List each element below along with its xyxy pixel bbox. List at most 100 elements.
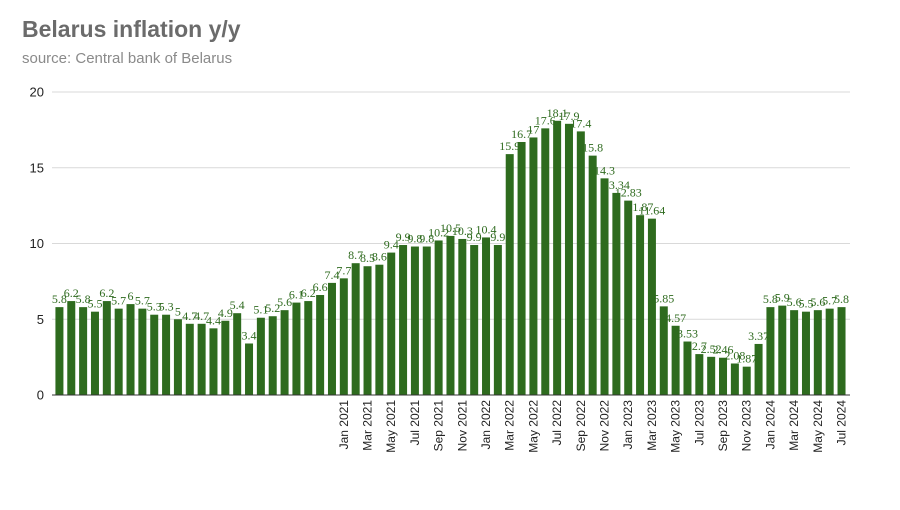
data-label: 1.87 xyxy=(736,352,757,366)
x-tick-label: Sep 2021 xyxy=(432,400,446,452)
bar xyxy=(351,263,360,395)
data-label: 3.4 xyxy=(242,328,257,342)
data-label: 15.8 xyxy=(582,141,603,155)
data-label: 14.3 xyxy=(594,163,615,177)
bar xyxy=(102,301,111,395)
x-tick-label: Jul 2024 xyxy=(835,400,849,446)
bar xyxy=(221,320,230,395)
y-tick-label: 10 xyxy=(30,236,44,251)
bar xyxy=(67,301,76,395)
data-label: 8.5 xyxy=(360,251,375,265)
bar xyxy=(399,245,408,395)
bar xyxy=(327,282,336,395)
bar xyxy=(126,304,135,395)
x-tick-label: May 2023 xyxy=(669,400,683,453)
data-label: 5.1 xyxy=(253,303,268,317)
data-label: 9.9 xyxy=(396,230,411,244)
bar xyxy=(588,155,597,395)
data-label: 5.8 xyxy=(76,292,91,306)
data-label: 9.8 xyxy=(407,232,422,246)
data-label: 5.7 xyxy=(135,294,150,308)
bar xyxy=(185,323,194,395)
data-label: 5.5 xyxy=(87,297,102,311)
bar xyxy=(79,307,88,395)
data-label: 8.6 xyxy=(372,250,387,264)
data-label: 9.9 xyxy=(467,230,482,244)
data-label: 17.6 xyxy=(535,113,556,127)
bar xyxy=(387,252,396,395)
bar xyxy=(505,154,514,395)
bar xyxy=(730,363,739,395)
bar xyxy=(173,319,182,395)
data-label: 5.7 xyxy=(111,294,126,308)
bar xyxy=(256,317,265,395)
bar xyxy=(150,314,159,395)
data-label: 5.85 xyxy=(653,291,674,305)
bar xyxy=(766,307,775,395)
data-label: 6.2 xyxy=(301,286,316,300)
bar xyxy=(564,123,573,395)
x-tick-label: Mar 2023 xyxy=(645,400,659,451)
x-tick-label: May 2022 xyxy=(526,400,540,453)
data-label: 5.3 xyxy=(159,300,174,314)
bar xyxy=(446,235,455,395)
bar xyxy=(304,301,313,395)
bar xyxy=(363,266,372,395)
data-label: 3.37 xyxy=(748,329,769,343)
bar xyxy=(529,137,538,395)
x-tick-label: Jan 2021 xyxy=(337,400,351,450)
data-label: 7.4 xyxy=(324,268,339,282)
data-label: 5.5 xyxy=(798,297,813,311)
bar xyxy=(600,178,609,395)
data-label: 5.8 xyxy=(763,292,778,306)
bar xyxy=(636,215,645,395)
data-label: 9.4 xyxy=(384,238,399,252)
bar xyxy=(90,311,99,395)
bar xyxy=(292,302,301,395)
bar xyxy=(837,307,846,395)
data-label: 5 xyxy=(175,304,181,318)
data-label: 4.9 xyxy=(218,306,233,320)
data-label: 2.08 xyxy=(724,348,745,362)
bar xyxy=(659,306,668,395)
data-label: 12.83 xyxy=(615,186,642,200)
x-tick-label: Sep 2022 xyxy=(574,400,588,452)
x-tick-label: Nov 2022 xyxy=(598,400,612,452)
data-label: 6.2 xyxy=(64,286,79,300)
data-label: 10.3 xyxy=(452,224,473,238)
bar xyxy=(624,200,633,395)
data-label: 10.4 xyxy=(476,222,497,236)
data-label: 4.57 xyxy=(665,311,686,325)
bar xyxy=(517,141,526,395)
data-label: 2.7 xyxy=(692,339,707,353)
data-label: 4.7 xyxy=(182,309,197,323)
bar xyxy=(553,120,562,395)
data-label: 9.9 xyxy=(490,230,505,244)
bar xyxy=(280,310,289,395)
x-tick-label: Mar 2024 xyxy=(787,400,801,451)
x-tick-label: May 2021 xyxy=(384,400,398,453)
bar xyxy=(647,218,656,395)
bar xyxy=(742,366,751,395)
y-tick-label: 15 xyxy=(30,160,44,175)
data-label: 8.7 xyxy=(348,248,363,262)
y-tick-label: 20 xyxy=(30,85,44,100)
data-label: 4.7 xyxy=(194,309,209,323)
bar xyxy=(162,314,171,395)
x-tick-label: Nov 2023 xyxy=(740,400,754,452)
bar xyxy=(316,295,325,395)
bar xyxy=(209,328,218,395)
bar xyxy=(790,310,799,395)
x-tick-label: Nov 2021 xyxy=(455,400,469,452)
data-label: 11.64 xyxy=(639,204,666,218)
bar xyxy=(470,245,479,395)
bar xyxy=(410,246,419,395)
bar xyxy=(707,356,716,395)
bar xyxy=(541,128,550,396)
data-label: 5.8 xyxy=(834,292,849,306)
x-tick-label: Jul 2021 xyxy=(408,400,422,446)
bar xyxy=(339,278,348,395)
data-label: 6.2 xyxy=(99,286,114,300)
bar xyxy=(612,192,621,395)
